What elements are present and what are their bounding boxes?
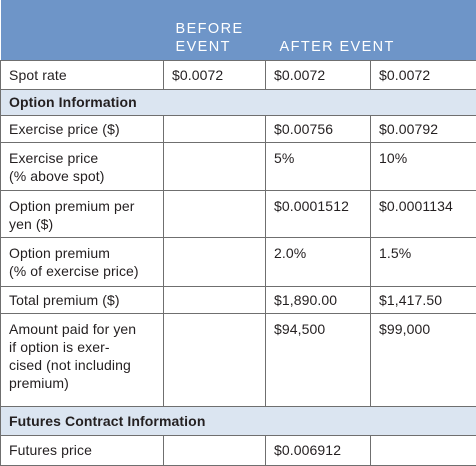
- before-value: [163, 286, 266, 315]
- after-value-1: $0.00756: [265, 114, 371, 143]
- section-row-option-info: Option Information: [0, 88, 476, 116]
- row-label: Amount paid for yen if option is exer- c…: [0, 313, 164, 407]
- row-label-line: (% above spot): [9, 167, 105, 184]
- row-label-line: (% of exercise price): [9, 263, 139, 280]
- after-value-2: [370, 434, 476, 466]
- row-label: Option premium (% of exercise price): [0, 237, 164, 288]
- row-label: Futures price: [0, 434, 164, 466]
- after-value-2: $0.00792: [370, 114, 476, 143]
- after-value-2: $1,417.50: [370, 286, 476, 315]
- after-value-1: $94,500: [265, 313, 371, 407]
- table-row-total-premium: Total premium ($) $1,890.00 $1,417.50: [0, 286, 476, 315]
- row-label: Spot rate: [0, 59, 164, 90]
- after-value-2: $0.0072: [370, 59, 476, 90]
- row-label-line: Option premium: [9, 245, 110, 262]
- before-value: [163, 141, 266, 191]
- before-value: [163, 434, 266, 466]
- table-row-spot-rate: Spot rate $0.0072 $0.0072 $0.0072: [0, 59, 476, 90]
- row-label-line: cised (not including: [9, 357, 131, 374]
- after-value-1: $0.0072: [265, 59, 371, 90]
- row-label-line: Exercise price: [9, 149, 99, 166]
- after-value-2: $99,000: [370, 313, 476, 407]
- after-value-2: $0.0001134: [370, 189, 476, 239]
- before-value: [163, 189, 266, 239]
- table-row-futures-price: Futures price $0.006912: [0, 434, 476, 466]
- after-value-2: 1.5%: [370, 237, 476, 288]
- before-value: [163, 237, 266, 288]
- table-header-row: BEFORE EVENT AFTER EVENT: [0, 0, 476, 61]
- header-before-line1: BEFORE: [175, 20, 244, 37]
- header-before-event: BEFORE EVENT: [163, 0, 266, 61]
- table-row-exercise-price: Exercise price ($) $0.00756 $0.00792: [0, 114, 476, 143]
- table-row-amount-paid: Amount paid for yen if option is exer- c…: [0, 313, 476, 407]
- section-title: Futures Contract Information: [0, 405, 476, 436]
- table-row-option-premium-pct: Option premium (% of exercise price) 2.0…: [0, 237, 476, 288]
- after-value-1: $1,890.00: [265, 286, 371, 315]
- row-label: Option premium per yen ($): [0, 189, 164, 239]
- row-label-line: if option is exer-: [9, 339, 110, 356]
- section-row-futures-info: Futures Contract Information: [0, 405, 476, 436]
- header-before-line2: EVENT: [175, 38, 231, 55]
- table-row-option-premium-per-yen: Option premium per yen ($) $0.0001512 $0…: [0, 189, 476, 239]
- before-value: [163, 313, 266, 407]
- table-row-exercise-price-pct: Exercise price (% above spot) 5% 10%: [0, 141, 476, 191]
- row-label-line: Amount paid for yen: [9, 321, 137, 338]
- after-value-2: 10%: [370, 141, 476, 191]
- after-value-1: 5%: [265, 141, 371, 191]
- row-label-line: Option premium per: [9, 197, 135, 214]
- header-after-event: AFTER EVENT: [265, 0, 476, 61]
- row-label: Exercise price ($): [0, 114, 164, 143]
- row-label: Total premium ($): [0, 286, 164, 315]
- before-value: [163, 114, 266, 143]
- row-label-line: premium): [9, 375, 69, 392]
- after-value-1: $0.0001512: [265, 189, 371, 239]
- header-blank-cell: [0, 0, 164, 61]
- before-value: $0.0072: [163, 59, 266, 90]
- row-label-line: yen ($): [9, 215, 54, 232]
- after-value-1: 2.0%: [265, 237, 371, 288]
- section-title: Option Information: [0, 88, 476, 116]
- row-label: Exercise price (% above spot): [0, 141, 164, 191]
- after-value-1: $0.006912: [265, 434, 371, 466]
